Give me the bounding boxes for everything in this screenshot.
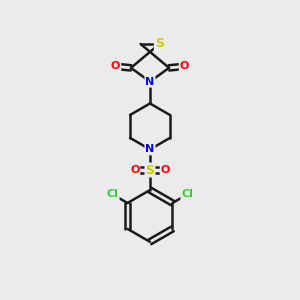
Text: Cl: Cl — [107, 190, 119, 200]
Text: Cl: Cl — [181, 190, 193, 200]
Text: S: S — [155, 38, 164, 50]
Text: S: S — [146, 164, 154, 176]
Text: N: N — [146, 77, 154, 87]
Text: O: O — [111, 61, 120, 71]
Text: N: N — [146, 144, 154, 154]
Text: O: O — [180, 61, 189, 71]
Text: O: O — [130, 165, 140, 175]
Text: O: O — [160, 165, 170, 175]
